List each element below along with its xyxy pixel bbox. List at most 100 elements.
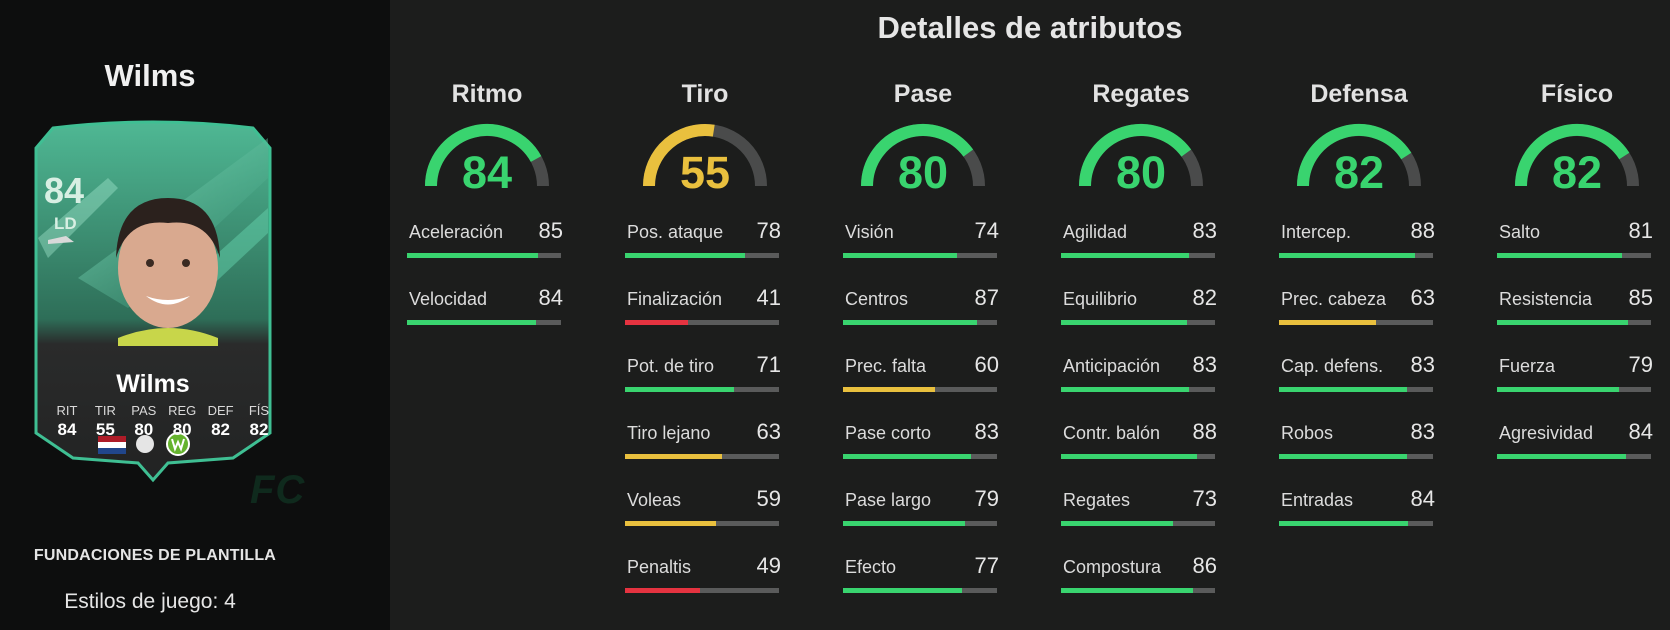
attribute-value: 84 [1628, 419, 1653, 444]
attribute-bar [625, 521, 779, 526]
attribute-bar-fill [843, 454, 971, 459]
attribute-bar [407, 253, 561, 258]
attribute-row: Entradas 84 [1279, 486, 1439, 530]
attribute-row: Robos 83 [1279, 419, 1439, 463]
attribute-bar [843, 454, 997, 459]
category-column: Defensa 82 Intercep. 88 Prec. cabeza 63 Cap. d… [1279, 0, 1439, 630]
attribute-bar-fill [1061, 454, 1197, 459]
attribute-bar [843, 253, 997, 258]
attribute-row: Fuerza 79 [1497, 352, 1657, 396]
attribute-name: Visión [845, 222, 894, 242]
attribute-bar [1497, 253, 1651, 258]
attribute-bar [843, 387, 997, 392]
attribute-bar [1279, 253, 1433, 258]
gauge-fill [1297, 124, 1412, 187]
category-name: Tiro [681, 80, 729, 108]
attribute-name: Pase largo [845, 490, 932, 510]
attribute-name: Prec. falta [845, 356, 927, 376]
attribute-value: 71 [756, 352, 781, 377]
attribute-name: Prec. cabeza [1281, 289, 1387, 309]
category-gauge [425, 124, 549, 187]
card-type-title: FUNDACIONES DE PLANTILLA [33, 547, 277, 564]
attribute-bar-fill [625, 521, 716, 526]
attribute-name: Agilidad [1063, 222, 1128, 242]
attribute-name: Intercep. [1281, 222, 1352, 242]
attribute-row: Cap. defens. 83 [1279, 352, 1439, 396]
category-value: 82 [1333, 147, 1385, 198]
player-card[interactable]: 84 LD Wilms RIT TIR PAS REG DEF FÍS 84 5… [18, 118, 288, 488]
attribute-value: 87 [974, 285, 999, 310]
card-label: TIR [94, 403, 116, 418]
attribute-bar [1061, 588, 1215, 593]
category-gauge [1297, 124, 1421, 187]
attribute-value: 79 [974, 486, 999, 511]
attribute-row: Anticipación 83 [1061, 352, 1221, 396]
category-value: 55 [679, 147, 731, 198]
attribute-value: 85 [538, 218, 563, 243]
attribute-bar-fill [843, 588, 962, 593]
attribute-bar [843, 588, 997, 593]
attribute-name: Entradas [1281, 490, 1354, 510]
attribute-name: Centros [845, 289, 909, 309]
gauge-fill [425, 124, 542, 187]
card-value: 82 [249, 420, 269, 439]
attribute-name: Anticipación [1063, 356, 1161, 376]
attribute-name: Resistencia [1499, 289, 1593, 309]
attribute-row: Efecto 77 [843, 553, 1003, 597]
attribute-name: Regates [1063, 490, 1131, 510]
attribute-row: Finalización 41 [625, 285, 785, 329]
card-value: 80 [134, 420, 154, 439]
category-gauge [643, 124, 767, 187]
attribute-value: 81 [1628, 218, 1653, 243]
attribute-row: Velocidad 84 [407, 285, 567, 329]
attribute-bar-fill [843, 521, 965, 526]
attribute-value: 77 [974, 553, 999, 578]
attribute-name: Velocidad [409, 289, 488, 309]
attribute-bar-fill [1061, 387, 1189, 392]
attribute-bar [1061, 521, 1215, 526]
category-value: 82 [1551, 147, 1603, 198]
card-label: PAS [131, 403, 157, 418]
category-gauge [1079, 124, 1203, 187]
category-name: Pase [893, 80, 953, 108]
attribute-row: Compostura 86 [1061, 553, 1221, 597]
category-name: Regates [1092, 80, 1190, 108]
card-label: DEF [207, 403, 234, 418]
attribute-row: Prec. falta 60 [843, 352, 1003, 396]
card-value: 80 [172, 420, 192, 439]
attribute-bar [1279, 320, 1433, 325]
card-stat-labels: RIT TIR PAS REG DEF FÍS [52, 403, 274, 418]
attribute-name: Tiro lejano [627, 423, 711, 443]
attribute-value: 83 [974, 419, 999, 444]
attribute-row: Resistencia 85 [1497, 285, 1657, 329]
attribute-bar [625, 454, 779, 459]
attribute-bar-fill [1061, 588, 1194, 593]
attribute-value: 83 [1192, 352, 1217, 377]
category-column: Físico 82 Salto 81 Resistencia 85 Fuerza 79 Agre… [1497, 0, 1657, 630]
attribute-bar-fill [1497, 454, 1627, 459]
attribute-row: Tiro lejano 63 [625, 419, 785, 463]
attribute-row: Pase corto 83 [843, 419, 1003, 463]
card-value: 55 [95, 420, 115, 439]
attribute-bar-fill [625, 454, 723, 459]
attribute-value: 86 [1192, 553, 1217, 578]
attribute-value: 41 [756, 285, 781, 310]
attribute-value: 73 [1192, 486, 1217, 511]
attribute-row: Salto 81 [1497, 218, 1657, 262]
attribute-row: Equilibrio 82 [1061, 285, 1221, 329]
attribute-name: Equilibrio [1063, 289, 1138, 309]
attribute-bar-fill [1279, 387, 1407, 392]
attribute-value: 74 [974, 218, 999, 243]
attribute-value: 63 [756, 419, 781, 444]
category-name: Defensa [1310, 80, 1408, 108]
card-rating: 84 [44, 170, 85, 211]
attribute-name: Agresividad [1499, 423, 1594, 443]
category-name: Físico [1540, 80, 1614, 108]
attribute-bar [1279, 454, 1433, 459]
category-gauge [1515, 124, 1639, 187]
attribute-bar [1279, 387, 1433, 392]
card-label: RIT [56, 403, 78, 418]
attribute-bar-fill [843, 387, 936, 392]
page-title: Detalles de atributos [877, 10, 1183, 45]
attribute-value: 88 [1192, 419, 1217, 444]
